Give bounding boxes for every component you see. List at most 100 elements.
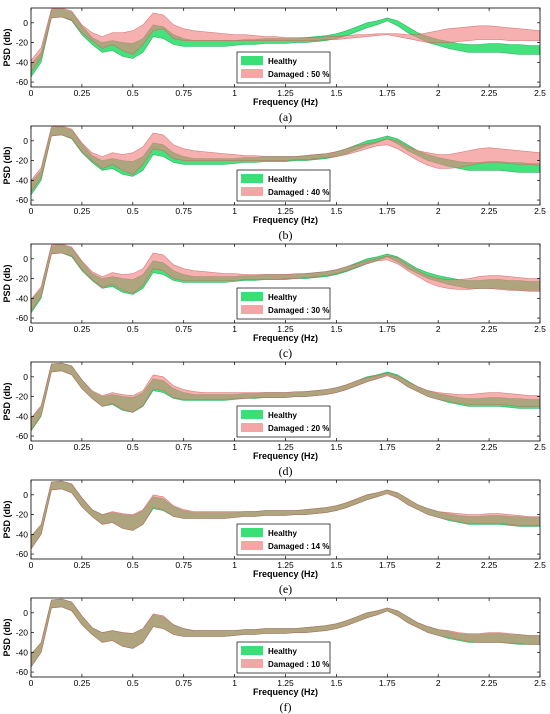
y-tick-label: -20	[16, 274, 29, 284]
x-tick-label: 2	[436, 442, 441, 452]
damaged-band	[31, 244, 540, 312]
x-tick-label: 0	[29, 88, 34, 98]
legend-label-damaged: Damaged : 10 %	[268, 660, 329, 669]
x-tick-label: 2.5	[534, 560, 546, 570]
legend-label-healthy: Healthy	[268, 293, 297, 302]
x-tick-label: 2.25	[481, 560, 498, 570]
y-tick-label: 0	[23, 18, 28, 28]
x-tick-label: 0.5	[127, 88, 139, 98]
y-tick-label: 0	[23, 254, 28, 264]
y-axis-label: PSD (db)	[2, 29, 12, 67]
bands	[31, 362, 540, 432]
y-tick-label: -60	[16, 77, 29, 87]
x-tick-label: 1.25	[277, 678, 294, 688]
legend-label-damaged: Damaged : 40 %	[268, 188, 329, 197]
x-axis-label: Frequency (Hz)	[253, 451, 318, 461]
legend-swatch-damaged	[241, 659, 263, 668]
x-tick-label: 2.5	[534, 678, 546, 688]
damaged-band	[31, 126, 540, 193]
x-tick-label: 1.25	[277, 442, 294, 452]
x-tick-label: 0.75	[175, 442, 192, 452]
y-tick-label: -20	[16, 156, 29, 166]
x-axis-label: Frequency (Hz)	[253, 97, 318, 107]
x-tick-label: 1.25	[277, 560, 294, 570]
y-tick-label: -20	[16, 38, 29, 48]
y-tick-label: -60	[16, 549, 29, 559]
x-tick-label: 0.5	[127, 206, 139, 216]
x-tick-label: 0	[29, 206, 34, 216]
x-tick-label: 1	[232, 442, 237, 452]
x-axis-label: Frequency (Hz)	[253, 333, 318, 343]
legend-label-healthy: Healthy	[268, 529, 297, 538]
x-axis-label: Frequency (Hz)	[253, 215, 318, 225]
x-tick-label: 2.25	[481, 442, 498, 452]
damaged-band	[31, 362, 540, 431]
x-tick-label: 1	[232, 560, 237, 570]
y-tick-label: -20	[16, 510, 29, 520]
y-tick-label: -60	[16, 431, 29, 441]
bands	[31, 126, 540, 196]
x-axis-label: Frequency (Hz)	[253, 687, 318, 697]
legend: Healthy Damaged : 50 %	[236, 51, 331, 84]
x-tick-label: 2.25	[481, 678, 498, 688]
x-tick-label: 1.5	[330, 678, 342, 688]
panel-caption: (b)	[279, 228, 293, 242]
chart-panel-1: 0 0.25 0.5 0.75 1 1.25 1.5 1.75 2 2.25 2.5 0 -20 -40 -…	[2, 7, 546, 124]
y-tick-label: -40	[16, 57, 29, 67]
legend: Healthy Damaged : 30 %	[236, 287, 331, 320]
x-tick-label: 2.5	[534, 324, 546, 334]
x-tick-label: 2.25	[481, 88, 498, 98]
x-tick-label: 1.75	[379, 206, 396, 216]
legend-swatch-damaged	[241, 305, 263, 314]
legend-swatch-damaged	[241, 187, 263, 196]
legend-label-healthy: Healthy	[268, 411, 297, 420]
x-tick-label: 0.25	[74, 206, 91, 216]
x-tick-label: 1	[232, 678, 237, 688]
x-tick-label: 1.25	[277, 324, 294, 334]
x-tick-label: 0	[29, 560, 34, 570]
x-tick-label: 1.75	[379, 88, 396, 98]
y-tick-label: 0	[23, 490, 28, 500]
bands	[31, 480, 540, 550]
x-tick-label: 2	[436, 88, 441, 98]
x-tick-label: 2.5	[534, 88, 546, 98]
x-tick-label: 0.75	[175, 678, 192, 688]
x-tick-label: 2.5	[534, 442, 546, 452]
y-tick-label: 0	[23, 136, 28, 146]
damaged-band	[31, 8, 540, 73]
legend: Healthy Damaged : 10 %	[236, 641, 331, 674]
x-tick-label: 1.25	[277, 88, 294, 98]
chart-panel-3: 0 0.25 0.5 0.75 1 1.25 1.5 1.75 2 2.25 2.5 0 -20 -40 -…	[2, 243, 546, 360]
chart-panel-5: 0 0.25 0.5 0.75 1 1.25 1.5 1.75 2 2.25 2.5 0 -20 -40 -…	[2, 479, 546, 596]
x-tick-label: 0	[29, 678, 34, 688]
x-tick-label: 2	[436, 206, 441, 216]
legend: Healthy Damaged : 14 %	[236, 523, 331, 556]
x-axis-label: Frequency (Hz)	[253, 569, 318, 579]
x-tick-label: 0.5	[127, 678, 139, 688]
legend-label-healthy: Healthy	[268, 647, 297, 656]
legend-swatch-damaged	[241, 423, 263, 432]
y-axis-label: PSD (db)	[2, 619, 12, 657]
y-tick-label: 0	[23, 608, 28, 618]
y-tick-label: -40	[16, 529, 29, 539]
legend-swatch-healthy	[241, 646, 263, 655]
x-tick-label: 0.5	[127, 560, 139, 570]
panel-caption: (a)	[279, 110, 292, 124]
x-tick-label: 2	[436, 324, 441, 334]
chart-panel-6: 0 0.25 0.5 0.75 1 1.25 1.5 1.75 2 2.25 2.5 0 -20 -40 -…	[2, 597, 546, 714]
legend-swatch-healthy	[241, 292, 263, 301]
legend-label-damaged: Damaged : 30 %	[268, 306, 329, 315]
y-tick-label: -40	[16, 647, 29, 657]
panel-caption: (c)	[279, 346, 292, 360]
y-tick-label: -60	[16, 313, 29, 323]
x-tick-label: 1.75	[379, 442, 396, 452]
legend-label-healthy: Healthy	[268, 175, 297, 184]
legend-swatch-healthy	[241, 410, 263, 419]
x-tick-label: 0.25	[74, 560, 91, 570]
legend-swatch-healthy	[241, 174, 263, 183]
y-axis-label: PSD (db)	[2, 383, 12, 421]
legend-swatch-damaged	[241, 69, 263, 78]
panel-caption: (e)	[279, 582, 292, 596]
y-axis-label: PSD (db)	[2, 501, 12, 539]
